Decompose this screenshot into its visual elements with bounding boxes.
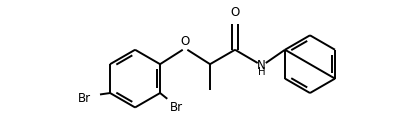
- Text: O: O: [230, 6, 240, 19]
- Text: H: H: [258, 67, 265, 77]
- Text: O: O: [180, 35, 190, 48]
- Text: N: N: [257, 59, 266, 72]
- Text: Br: Br: [78, 92, 91, 105]
- Text: Br: Br: [170, 101, 183, 114]
